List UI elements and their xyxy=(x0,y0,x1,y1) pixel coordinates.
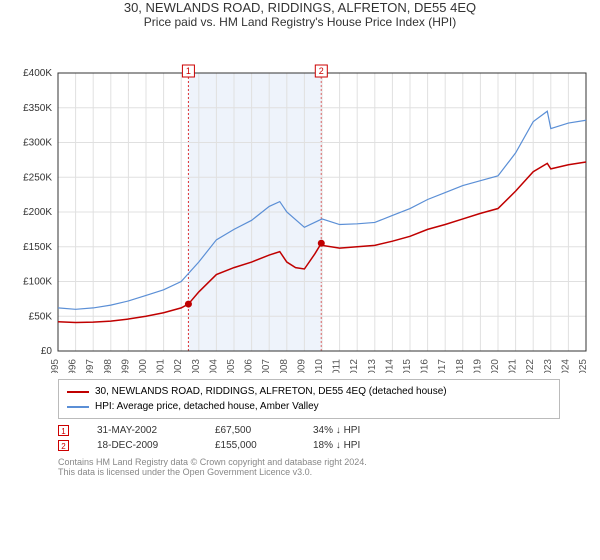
tx-date: 18-DEC-2009 xyxy=(97,440,187,451)
tx-delta: 18% ↓ HPI xyxy=(313,440,360,451)
svg-text:2016: 2016 xyxy=(420,359,431,373)
tx-price: £155,000 xyxy=(215,440,285,451)
svg-text:2009: 2009 xyxy=(296,359,307,373)
svg-text:2015: 2015 xyxy=(402,359,413,373)
svg-text:2017: 2017 xyxy=(437,359,448,373)
svg-text:2001: 2001 xyxy=(156,359,167,373)
svg-text:£300K: £300K xyxy=(23,138,52,149)
page-title: 30, NEWLANDS ROAD, RIDDINGS, ALFRETON, D… xyxy=(0,0,600,15)
page-subtitle: Price paid vs. HM Land Registry's House … xyxy=(0,15,600,29)
svg-text:1999: 1999 xyxy=(120,359,131,373)
svg-text:2020: 2020 xyxy=(490,359,501,373)
svg-text:2: 2 xyxy=(319,66,324,76)
swatch-price-paid xyxy=(67,391,89,393)
table-row: 2 18-DEC-2009 £155,000 18% ↓ HPI xyxy=(58,438,560,453)
svg-text:2000: 2000 xyxy=(138,359,149,373)
tx-marker-2: 2 xyxy=(58,440,69,451)
svg-text:£150K: £150K xyxy=(23,242,52,253)
svg-text:2021: 2021 xyxy=(508,359,519,373)
legend-item: 30, NEWLANDS ROAD, RIDDINGS, ALFRETON, D… xyxy=(67,384,551,399)
svg-text:£50K: £50K xyxy=(29,311,53,322)
svg-text:2002: 2002 xyxy=(173,359,184,373)
svg-text:2022: 2022 xyxy=(525,359,536,373)
tx-price: £67,500 xyxy=(215,425,285,436)
transaction-table: 1 31-MAY-2002 £67,500 34% ↓ HPI 2 18-DEC… xyxy=(58,423,560,453)
svg-text:2025: 2025 xyxy=(578,359,589,373)
svg-text:2024: 2024 xyxy=(560,359,571,373)
tx-marker-1: 1 xyxy=(58,425,69,436)
svg-text:2014: 2014 xyxy=(384,359,395,373)
svg-text:2007: 2007 xyxy=(261,359,272,373)
svg-text:£200K: £200K xyxy=(23,207,52,218)
svg-text:£350K: £350K xyxy=(23,103,52,114)
legend-label: HPI: Average price, detached house, Ambe… xyxy=(95,399,319,414)
svg-text:2003: 2003 xyxy=(191,359,202,373)
tx-delta: 34% ↓ HPI xyxy=(313,425,360,436)
svg-text:2006: 2006 xyxy=(244,359,255,373)
svg-text:1996: 1996 xyxy=(68,359,79,373)
svg-text:1997: 1997 xyxy=(85,359,96,373)
svg-text:1: 1 xyxy=(186,66,191,76)
chart-container: £0 £50K £100K £150K £200K £250K £300K £350K £400… xyxy=(0,33,600,373)
svg-text:2019: 2019 xyxy=(472,359,483,373)
svg-text:2011: 2011 xyxy=(332,359,343,373)
legend-label: 30, NEWLANDS ROAD, RIDDINGS, ALFRETON, D… xyxy=(95,384,447,399)
table-row: 1 31-MAY-2002 £67,500 34% ↓ HPI xyxy=(58,423,560,438)
svg-text:£400K: £400K xyxy=(23,68,52,79)
svg-text:2023: 2023 xyxy=(543,359,554,373)
svg-text:1998: 1998 xyxy=(103,359,114,373)
attribution: Contains HM Land Registry data © Crown c… xyxy=(58,457,560,477)
svg-text:2018: 2018 xyxy=(455,359,466,373)
svg-text:£250K: £250K xyxy=(23,172,52,183)
svg-text:2013: 2013 xyxy=(367,359,378,373)
legend-item: HPI: Average price, detached house, Ambe… xyxy=(67,399,551,414)
attrib-line-1: Contains HM Land Registry data © Crown c… xyxy=(58,457,560,467)
svg-text:2008: 2008 xyxy=(279,359,290,373)
tx-date: 31-MAY-2002 xyxy=(97,425,187,436)
svg-text:2005: 2005 xyxy=(226,359,237,373)
svg-text:£100K: £100K xyxy=(23,277,52,288)
svg-text:1995: 1995 xyxy=(50,359,61,373)
swatch-hpi xyxy=(67,406,89,408)
attrib-line-2: This data is licensed under the Open Gov… xyxy=(58,467,560,477)
svg-text:£0: £0 xyxy=(41,346,53,357)
svg-text:2010: 2010 xyxy=(314,359,325,373)
svg-text:2004: 2004 xyxy=(208,359,219,373)
legend: 30, NEWLANDS ROAD, RIDDINGS, ALFRETON, D… xyxy=(58,379,560,419)
price-chart: £0 £50K £100K £150K £200K £250K £300K £350K £400… xyxy=(0,33,600,373)
svg-text:2012: 2012 xyxy=(349,359,360,373)
